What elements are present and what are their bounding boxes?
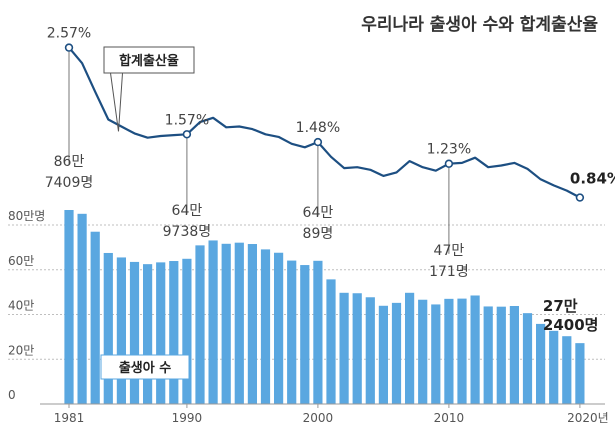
- bar: [208, 240, 218, 404]
- bar: [418, 299, 428, 404]
- births-label: 171명: [429, 264, 469, 280]
- rate-label: 2.57%: [47, 26, 91, 42]
- annotations: 2.57% 86만 7409명 1.57% 64만 9738명 1.48% 64만 89명 1.2…: [45, 26, 615, 335]
- rate-label: 1.23%: [427, 142, 471, 158]
- births-label: 47만: [434, 243, 465, 259]
- bar: [195, 245, 205, 404]
- bar: [391, 302, 402, 404]
- rate-label: 1.57%: [165, 112, 209, 128]
- births-label: 9738명: [163, 224, 212, 240]
- bar: [182, 258, 192, 404]
- y-tick-label: 0: [8, 388, 16, 402]
- bar: [509, 305, 519, 404]
- births-label: 64만: [303, 205, 334, 221]
- x-tick-label: 1990: [172, 411, 203, 425]
- bar: [339, 292, 349, 404]
- x-tick-label: 2010: [434, 411, 465, 425]
- rate-label: 0.84%: [570, 170, 615, 188]
- fertility-line: [68, 46, 581, 199]
- bar: [352, 293, 362, 404]
- births-label: 89명: [303, 226, 334, 242]
- y-tick-label: 60만: [8, 254, 34, 268]
- line-legend-label: 합계출산율: [119, 53, 179, 69]
- bar: [221, 243, 231, 404]
- bar: [234, 242, 244, 404]
- fertility-point: [313, 137, 323, 147]
- bar: [326, 279, 336, 404]
- bar: [575, 343, 585, 404]
- bar: [536, 323, 546, 404]
- line-legend-box: [103, 46, 195, 74]
- bar: [156, 262, 166, 404]
- bar: [522, 313, 533, 404]
- bar: [116, 257, 126, 404]
- births-label: 7409명: [45, 175, 94, 191]
- bar: [431, 304, 441, 404]
- y-tick-label: 40만: [8, 299, 34, 313]
- x-tick-label: 1981: [54, 411, 85, 425]
- births-label: 64만: [172, 203, 203, 219]
- bar-legend-label: 출생아 수: [119, 360, 171, 376]
- bar: [444, 298, 454, 404]
- bar: [247, 244, 257, 404]
- bar: [103, 252, 113, 404]
- bar: [313, 260, 323, 404]
- bar: [287, 260, 297, 404]
- y-tick-label: 80만명: [8, 209, 45, 223]
- fertility-point: [182, 130, 192, 139]
- legend-pointer: [110, 72, 123, 132]
- births-label: 86만: [54, 154, 85, 170]
- bar: [77, 213, 87, 404]
- fertility-point: [64, 43, 74, 52]
- bar: [496, 306, 506, 404]
- bar: [129, 261, 140, 404]
- rate-label: 1.48%: [296, 120, 340, 136]
- bar: [562, 336, 572, 404]
- bar: [64, 210, 74, 404]
- bar: [549, 330, 559, 404]
- fertility-point: [444, 159, 454, 168]
- fertility-point: [575, 193, 585, 202]
- births-label: 27만: [543, 297, 578, 315]
- births-label: 2400명: [543, 316, 599, 334]
- bar: [365, 297, 375, 404]
- bar-legend-box: [100, 354, 190, 380]
- bar: [274, 252, 284, 404]
- bar: [405, 292, 415, 404]
- chart-title: 우리나라 출생아 수와 합계출산율: [361, 14, 598, 35]
- x-axis: 1981 1990 2000 2010 2020년: [40, 403, 609, 425]
- x-tick-label: 2020년: [567, 411, 609, 425]
- births-bars: [64, 210, 585, 404]
- bar: [90, 231, 100, 404]
- bar: [260, 249, 271, 404]
- bar: [470, 295, 480, 404]
- bar: [143, 264, 153, 404]
- bar: [300, 265, 310, 404]
- fertility-series-line: [68, 46, 581, 199]
- bar: [169, 261, 179, 404]
- bar: [483, 306, 493, 404]
- bar: [457, 298, 467, 404]
- y-tick-label: 20만: [8, 343, 34, 357]
- bar: [378, 305, 388, 404]
- x-tick-label: 2000: [303, 411, 334, 425]
